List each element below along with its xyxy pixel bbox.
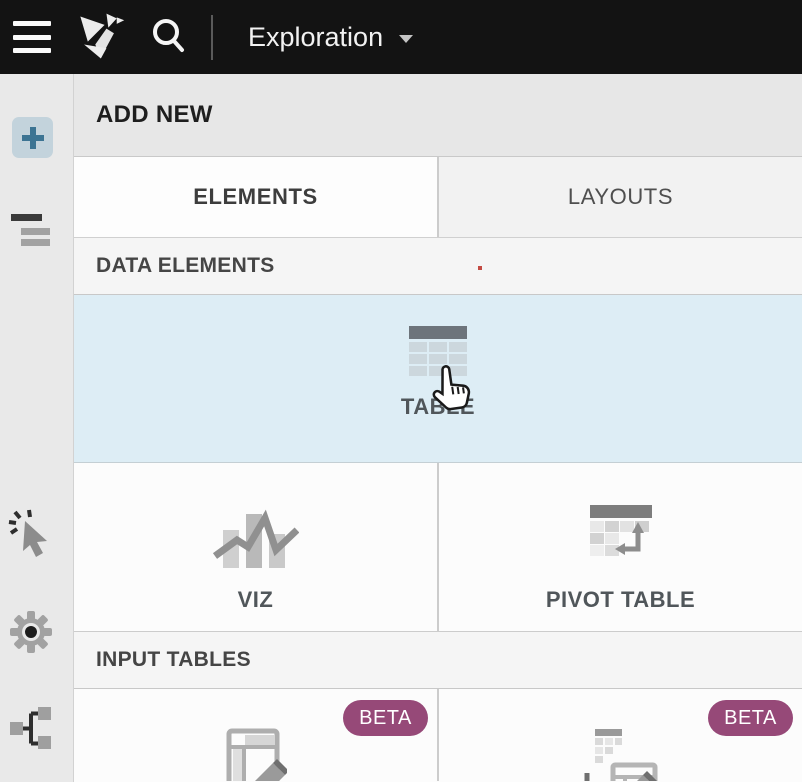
icon-box bbox=[589, 493, 652, 573]
icon-box bbox=[212, 493, 299, 573]
tile-pivot-table[interactable]: PIVOT TABLE bbox=[437, 463, 802, 631]
page-outline-icon bbox=[21, 239, 50, 246]
hamburger-menu-icon bbox=[13, 48, 51, 53]
beta-badge: BETA bbox=[343, 700, 428, 736]
tile-viz[interactable]: VIZ bbox=[74, 463, 437, 631]
topbar-divider bbox=[211, 14, 213, 60]
pivot-table-icon bbox=[589, 505, 652, 556]
workspace-title: Exploration bbox=[248, 21, 384, 52]
hamburger-menu-icon bbox=[13, 34, 51, 40]
menu-button[interactable] bbox=[13, 19, 51, 55]
tab-layouts[interactable]: LAYOUTS bbox=[437, 157, 802, 237]
top-bar: Exploration bbox=[0, 0, 802, 74]
workspace-switcher[interactable]: Exploration bbox=[248, 21, 414, 53]
section-header-data-elements: DATA ELEMENTS bbox=[74, 238, 802, 295]
tile-table[interactable]: TABLE bbox=[74, 295, 802, 463]
tile-empty-input-table[interactable]: BETA bbox=[74, 689, 437, 781]
tile-viz-label: VIZ bbox=[237, 587, 274, 612]
chevron-down-icon bbox=[399, 35, 414, 43]
linked-input-table-icon bbox=[584, 729, 657, 781]
tile-linked-input-table[interactable]: BETA bbox=[437, 689, 802, 781]
table-icon bbox=[409, 326, 467, 376]
tile-table-label: TABLE bbox=[400, 394, 476, 419]
tile-pivot-table-label: PIVOT TABLE bbox=[545, 587, 696, 612]
search-icon bbox=[153, 19, 184, 52]
left-toolbar bbox=[0, 74, 74, 782]
gear-icon bbox=[10, 611, 52, 653]
search-button[interactable] bbox=[149, 17, 189, 57]
settings-button[interactable] bbox=[10, 611, 52, 653]
data-elements-row: VIZ PIVOT TABLE bbox=[74, 463, 802, 632]
lineage-button[interactable] bbox=[9, 705, 53, 751]
add-new-button[interactable] bbox=[12, 117, 53, 158]
red-dot-artifact bbox=[478, 266, 482, 270]
input-tables-row: BETA BETA bbox=[74, 689, 802, 781]
page-outline-icon bbox=[11, 214, 42, 221]
tab-elements[interactable]: ELEMENTS bbox=[74, 157, 437, 237]
lineage-tree-icon bbox=[10, 707, 51, 749]
plus-icon bbox=[21, 126, 44, 149]
page-outline-button[interactable] bbox=[10, 212, 54, 248]
beta-badge: BETA bbox=[708, 700, 793, 736]
page-outline-icon bbox=[21, 228, 50, 235]
sigma-bird-logo[interactable] bbox=[71, 7, 127, 67]
viz-chart-icon bbox=[212, 509, 299, 568]
panel-title: ADD NEW bbox=[96, 101, 213, 128]
input-table-edit-icon bbox=[226, 728, 287, 781]
section-title: INPUT TABLES bbox=[96, 648, 251, 671]
add-new-panel: ADD NEW ELEMENTS LAYOUTS DATA ELEMENTS T… bbox=[74, 74, 802, 782]
panel-tabs: ELEMENTS LAYOUTS bbox=[74, 157, 802, 238]
section-header-input-tables: INPUT TABLES bbox=[74, 632, 802, 689]
section-title: DATA ELEMENTS bbox=[96, 254, 275, 277]
click-pointer-icon bbox=[8, 509, 47, 557]
sigma-bird-logo bbox=[80, 13, 125, 59]
panel-header: ADD NEW bbox=[74, 74, 802, 157]
interaction-button[interactable] bbox=[7, 508, 53, 560]
hamburger-menu-icon bbox=[13, 21, 51, 26]
